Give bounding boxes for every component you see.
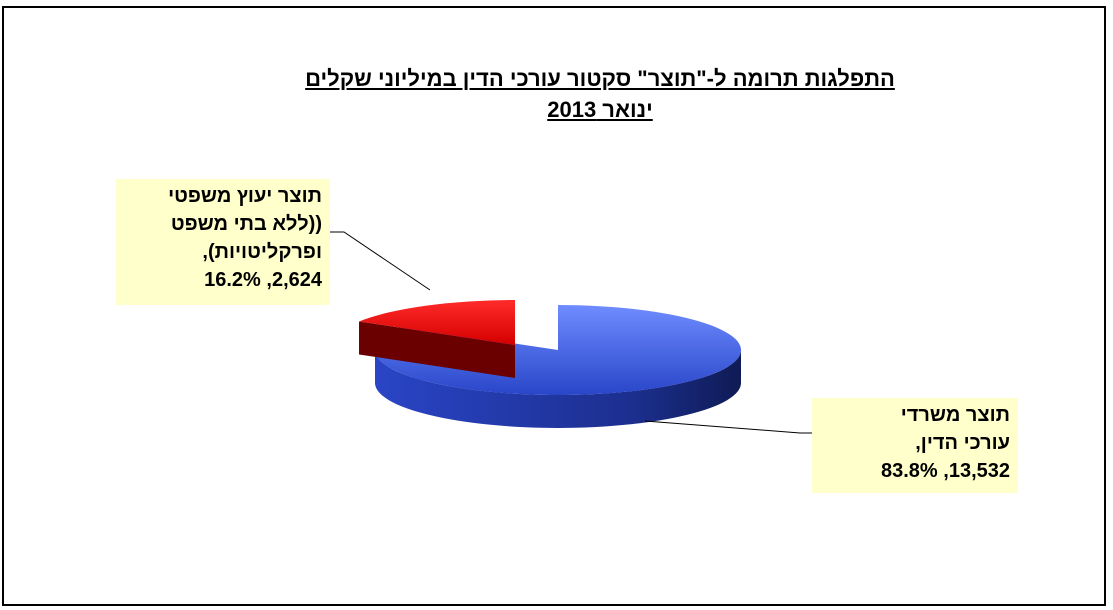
chart-title: התפלגות תרומה ל-"תוצר" סקטור עורכי הדין … xyxy=(305,66,895,91)
pie-slice-law-offices xyxy=(374,305,741,396)
slice-label-line: תוצר יעוץ משפטי xyxy=(168,185,322,207)
leader-line-legal-advice xyxy=(330,231,431,291)
slice-label-legal-advice: תוצר יעוץ משפטי ((ללא בתי משפט ופרקליטוי… xyxy=(116,179,330,305)
slice-label-line: ((ללא בתי משפט xyxy=(170,213,322,235)
slice-label-line: ופרקליטויות), xyxy=(202,241,322,263)
leader-line-law-offices xyxy=(644,420,812,434)
chart-subtitle: ינואר 2013 xyxy=(547,97,653,122)
slice-label-line: עורכי הדין, xyxy=(915,432,1010,454)
chart-frame xyxy=(2,6,1106,606)
pie-slice-face xyxy=(359,321,515,378)
slice-label-value: 83.8% ,13,532 xyxy=(881,460,1010,482)
slice-label-value: 16.2% ,2,624 xyxy=(204,269,322,291)
slice-label-law-offices: תוצר משרדי עורכי הדין, 83.8% ,13,532 xyxy=(812,398,1018,493)
slice-label-line: תוצר משרדי xyxy=(900,404,1010,426)
pie-slice-side xyxy=(375,350,741,428)
pie-slice-legal-advice xyxy=(359,300,515,345)
